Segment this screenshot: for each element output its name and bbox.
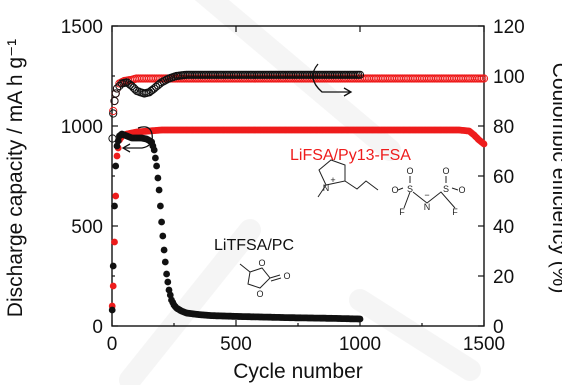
methyl-bond <box>317 184 327 198</box>
series-0-point-4 <box>113 152 121 160</box>
y2-tick-label-20: 20 <box>493 267 514 288</box>
series-3-point-141 <box>355 70 365 79</box>
series-0 <box>108 126 488 310</box>
arrow-to-right-axis <box>312 63 353 97</box>
y2-tick-label-60: 60 <box>493 167 514 188</box>
series-2-point-2 <box>111 202 118 210</box>
series-2-point-39 <box>157 202 164 210</box>
fsa-f-atom-1: F <box>399 207 405 217</box>
py13-cation-structure <box>317 159 379 198</box>
series-3-point-32 <box>163 75 172 84</box>
series-2-point-45 <box>164 278 172 286</box>
pc-methyl <box>239 263 251 273</box>
y-tick-label-1500: 1500 <box>61 17 103 38</box>
series-2-point-40 <box>158 218 166 226</box>
pc-structure <box>239 263 282 289</box>
ticks <box>111 25 485 327</box>
annotation-litfsa: LiTFSA/PC <box>214 237 294 254</box>
x-tick-label-1000: 1000 <box>339 334 381 355</box>
fsa-structure <box>397 176 459 209</box>
fsa-o-atom-1: O <box>406 166 413 176</box>
series-0-point-1 <box>109 282 117 290</box>
fsa-o-atom-2: O <box>391 185 398 195</box>
fsa-bonds <box>397 176 459 209</box>
y-axis-title: Discharge capacity / mA h g⁻¹ <box>4 39 27 317</box>
arrow-right-head <box>343 87 353 97</box>
data-marks <box>108 70 489 323</box>
y2-tick-label-40: 40 <box>493 217 514 238</box>
annotation-lifsa: LiFSA/Py13-FSA <box>290 147 411 164</box>
series-0-point-300 <box>480 140 488 148</box>
watermark <box>119 0 481 385</box>
propyl-chain <box>344 180 379 191</box>
series-2-point-42 <box>160 246 168 254</box>
series-3 <box>108 70 365 143</box>
fsa-o-atom-4: O <box>458 185 465 195</box>
series-2-point-35 <box>152 154 159 162</box>
py13-charge: + <box>330 175 335 185</box>
fsa-charge: − <box>424 190 429 200</box>
arrow-to-left-axis <box>121 126 153 153</box>
fsa-s-atom-2: S <box>443 184 449 194</box>
series-2-point-36 <box>153 162 161 170</box>
y2-tick-label-120: 120 <box>493 17 525 38</box>
pc-o-atom-2: O <box>256 289 263 299</box>
series-2-point-200 <box>356 315 364 323</box>
series-3-point-1 <box>109 109 118 118</box>
series-3-point-4 <box>112 84 122 93</box>
series-2-point-34 <box>150 146 158 154</box>
y-tick-label-1000: 1000 <box>61 117 103 138</box>
series-2-point-44 <box>163 270 171 278</box>
series-2-point-38 <box>155 186 163 194</box>
series-2-point-3 <box>112 162 120 170</box>
arrow-right-arc <box>312 63 350 93</box>
y-tick-label-500: 500 <box>71 217 103 238</box>
x-axis-title: Cycle number <box>233 360 363 383</box>
y2-axis-title: Coulombic efficiency (%) <box>548 63 562 294</box>
series-1-point-0 <box>109 106 118 116</box>
pyrrolidine-ring <box>318 159 346 186</box>
py13-n-atom: N <box>323 183 330 193</box>
x-tick-label-500: 500 <box>220 334 252 355</box>
series-0-point-2 <box>111 238 118 246</box>
series-2-point-37 <box>154 174 162 182</box>
arrow-left-arc <box>124 126 153 149</box>
series-2 <box>108 130 364 323</box>
series-2-point-43 <box>161 258 169 266</box>
y2-tick-label-0: 0 <box>493 317 504 338</box>
fsa-s-atom-1: S <box>407 184 413 194</box>
y2-tick-label-100: 100 <box>493 67 525 88</box>
pc-o-atom-1: O <box>258 258 265 268</box>
pc-carbonyl <box>269 274 282 282</box>
series-3-point-3 <box>111 89 120 98</box>
series-2-point-41 <box>159 232 167 240</box>
series-2-point-1 <box>109 262 117 270</box>
series-1-point-210 <box>479 74 489 83</box>
series-2-point-0 <box>108 306 116 314</box>
pc-ring <box>247 267 271 289</box>
fsa-o-atom-3: O <box>442 166 449 176</box>
series-0-point-3 <box>112 192 120 200</box>
y-tick-label-0: 0 <box>92 317 103 338</box>
fsa-f-atom-2: F <box>452 207 458 217</box>
x-tick-label-0: 0 <box>107 334 118 355</box>
x-tick-label-1500: 1500 <box>463 334 505 355</box>
fsa-n-atom: N <box>424 202 431 212</box>
y2-tick-label-80: 80 <box>493 117 514 138</box>
arrow-left-head <box>121 143 131 153</box>
pc-o-atom-3: O <box>283 271 290 281</box>
